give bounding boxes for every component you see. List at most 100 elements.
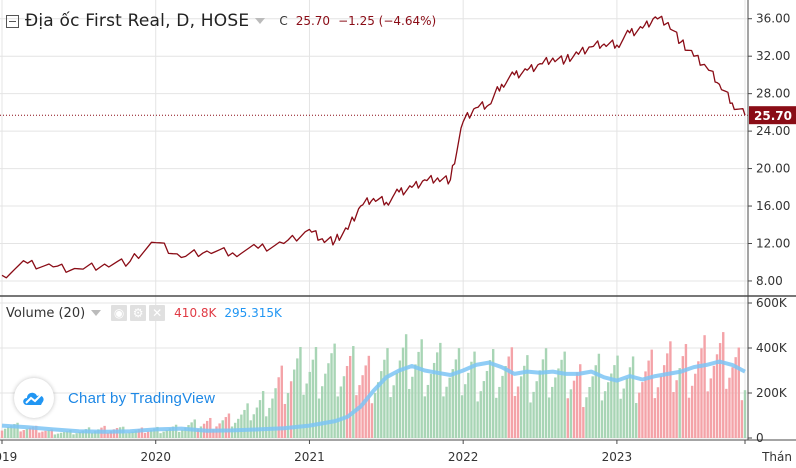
volume-bar	[575, 372, 579, 438]
volume-bar	[370, 403, 374, 438]
close-label: C	[279, 14, 288, 28]
volume-label[interactable]: Volume (20)	[6, 305, 86, 321]
volume-bar	[7, 427, 10, 438]
volume-bar	[327, 363, 330, 438]
volume-bar	[404, 334, 408, 438]
volume-bar	[653, 398, 657, 438]
volume-bar	[196, 428, 200, 438]
volume-bar	[168, 428, 172, 438]
eye-icon[interactable]: ◉	[111, 305, 128, 321]
chevron-down-icon[interactable]	[91, 310, 102, 316]
tradingview-label[interactable]: Chart by TradingView	[68, 389, 216, 407]
volume-bar	[718, 343, 722, 438]
volume-bar	[579, 364, 582, 438]
y-tick-label: 16.00	[756, 199, 790, 213]
volume-bar	[41, 431, 44, 438]
y-tick-label: 400K	[756, 341, 788, 355]
y-tick-label: 24.00	[756, 124, 790, 138]
chevron-down-icon[interactable]	[255, 18, 266, 24]
volume-bar	[722, 332, 725, 438]
volume-bar	[572, 380, 576, 438]
volume-bar	[594, 365, 597, 438]
volume-bar	[389, 397, 392, 438]
volume-bar	[628, 367, 632, 438]
x-tick-label: 2021	[294, 450, 325, 464]
volume-bar	[392, 385, 395, 438]
volume-bar	[669, 341, 672, 438]
volume-bar	[423, 396, 426, 438]
volume-bar	[641, 382, 644, 438]
volume-bar	[171, 426, 175, 438]
volume-bar	[535, 381, 538, 438]
volume-bar	[355, 395, 358, 438]
y-tick-label: 20.00	[756, 162, 790, 176]
volume-bar	[305, 383, 308, 438]
volume-bar	[470, 361, 473, 438]
volume-bar	[131, 431, 134, 438]
cloud-icon	[14, 378, 54, 418]
collapse-icon[interactable]	[6, 14, 19, 28]
tradingview-badge[interactable]: Chart by TradingView	[14, 378, 215, 418]
y-tick-label: 36.00	[756, 12, 790, 26]
volume-bar	[613, 365, 616, 438]
gear-icon[interactable]: ⚙	[130, 305, 147, 321]
volume-bar	[666, 353, 669, 438]
price-line	[1, 15, 746, 279]
volume-bar	[280, 365, 283, 438]
volume-bar	[159, 433, 162, 438]
volume-bar	[184, 427, 187, 438]
volume-bar	[501, 375, 504, 438]
volume-bar	[274, 388, 277, 438]
volume-bar	[395, 373, 399, 438]
volume-bar	[737, 347, 740, 438]
volume-bar	[165, 429, 168, 438]
volume-bar	[314, 347, 318, 438]
volume-ma-line	[1, 359, 746, 434]
volume-bar	[591, 376, 594, 438]
volume-bar	[227, 413, 231, 438]
volume-bar	[448, 377, 451, 438]
volume-bar	[479, 391, 482, 438]
volume-bar	[712, 365, 716, 438]
volume-bar	[715, 354, 719, 438]
symbol-title[interactable]: Địa ốc First Real, D, HOSE	[25, 11, 250, 31]
volume-bar	[408, 388, 411, 438]
volume-bar	[485, 370, 489, 438]
volume-bar	[526, 355, 529, 438]
volume-bar	[538, 370, 542, 438]
volume-bar	[258, 400, 262, 438]
volume-bar	[302, 394, 305, 438]
volume-bar	[700, 348, 703, 438]
volume-bar	[162, 431, 165, 438]
volume-bar	[697, 361, 700, 438]
volume-bar	[28, 427, 32, 438]
volume-bar	[622, 388, 625, 438]
volume-bar	[547, 397, 551, 438]
x-tick-label: Thán	[761, 450, 792, 464]
volume-bar	[451, 369, 454, 438]
volume-ma-value: 295.315K	[224, 306, 282, 320]
volume-bar	[75, 433, 78, 438]
volume-bar	[694, 373, 697, 438]
volume-bar	[529, 402, 532, 438]
volume-bar	[243, 409, 246, 438]
volume-bar	[59, 432, 63, 438]
volume-bar	[380, 371, 383, 438]
volume-bar	[432, 362, 436, 438]
volume-bar	[56, 433, 60, 438]
volume-bar	[128, 432, 131, 438]
volume-bar	[467, 372, 470, 438]
volume-bar	[625, 378, 629, 438]
chart-legend-header: Địa ốc First Real, D, HOSE C 25.70 −1.25…	[6, 10, 436, 32]
x-tick-label: 2019	[0, 450, 17, 464]
volume-bar	[336, 396, 339, 438]
volume-bar	[644, 371, 647, 438]
volume-bar	[38, 432, 41, 438]
volume-bar	[585, 397, 588, 438]
volume-bar	[255, 407, 259, 438]
close-icon[interactable]: ✕	[149, 305, 166, 321]
volume-bar	[473, 351, 476, 438]
y-tick-label: 0	[756, 431, 764, 445]
volume-bar	[240, 414, 243, 438]
